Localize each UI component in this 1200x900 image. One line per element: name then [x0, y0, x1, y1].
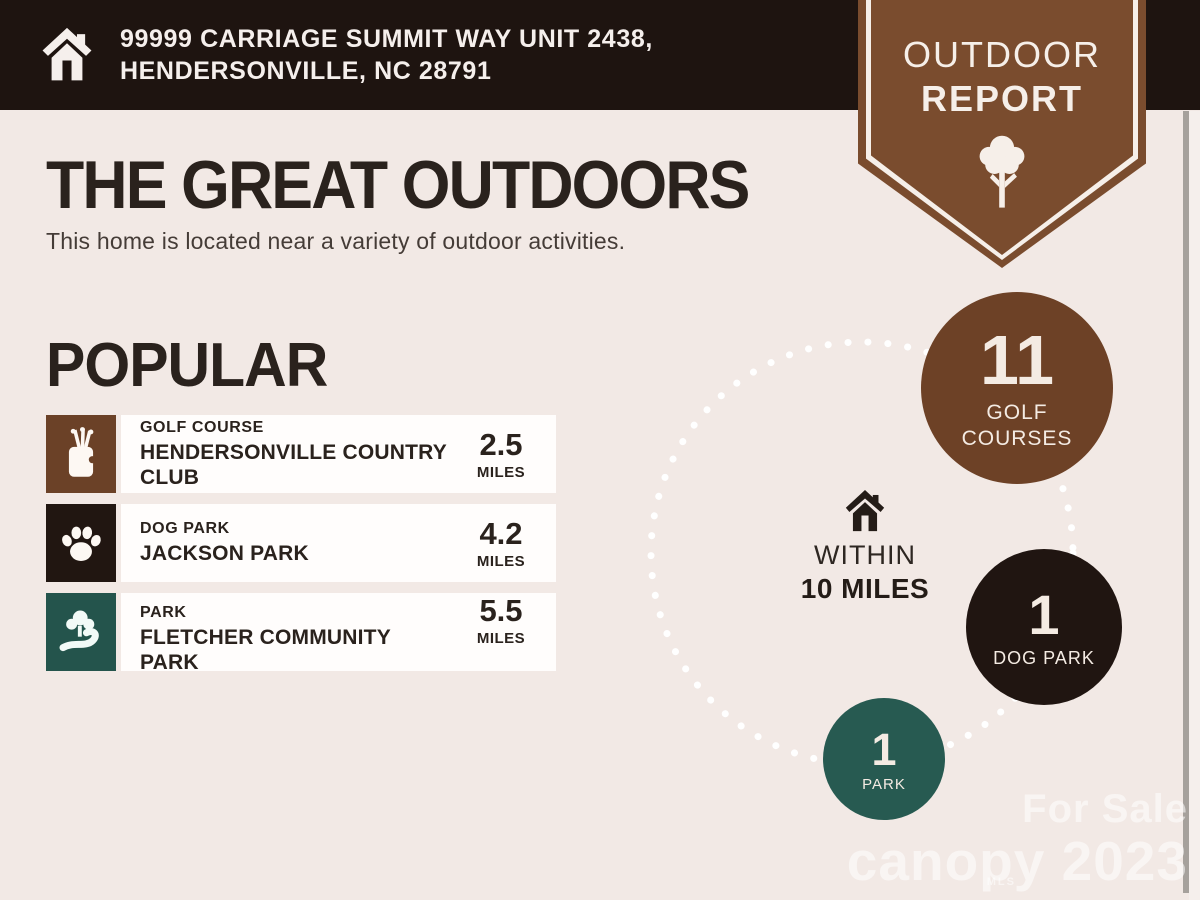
golf-count: 11	[980, 321, 1054, 399]
item-category: PARK	[140, 604, 187, 621]
tree-icon	[979, 135, 1025, 208]
distance-value: 5.5	[479, 593, 523, 628]
popular-heading: POPULAR	[46, 331, 328, 400]
park-icon	[46, 593, 116, 671]
page-edge-shadow	[1183, 111, 1189, 893]
distance-unit: MILES	[476, 630, 526, 647]
item-distance: 5.5 MILES	[458, 593, 556, 647]
list-item-golf-course: GOLF COURSE HENDERSONVILLE COUNTRY CLUB …	[46, 415, 556, 493]
distance-unit: MILES	[476, 464, 526, 481]
outdoor-report-ribbon: OUTDOOR REPORT	[858, 0, 1146, 268]
home-icon	[42, 27, 92, 81]
distance-unit: MILES	[476, 553, 526, 570]
card-dog-park: DOG PARK JACKSON PARK 4.2 MILES	[121, 504, 556, 582]
item-name: HENDERSONVILLE COUNTRY CLUB	[140, 440, 447, 489]
card-golf-course: GOLF COURSE HENDERSONVILLE COUNTRY CLUB …	[121, 415, 556, 493]
item-distance: 4.2 MILES	[458, 516, 556, 570]
within-label-line2: 10 MILES	[800, 573, 930, 604]
paw-icon	[46, 504, 116, 582]
item-distance: 2.5 MILES	[458, 427, 556, 481]
list-item-dog-park: DOG PARK JACKSON PARK 4.2 MILES	[46, 504, 556, 582]
address-line-2: HENDERSONVILLE, NC 28791	[120, 57, 492, 85]
page-edge-light	[1189, 111, 1200, 900]
item-name: JACKSON PARK	[140, 542, 309, 565]
watermark-canopy-2023: canopy 2023	[846, 830, 1188, 892]
item-name: FLETCHER COMMUNITY PARK	[140, 626, 391, 671]
address-line-1: 99999 CARRIAGE SUMMIT WAY UNIT 2438,	[120, 25, 653, 53]
stat-bubble-dog-park: 1 DOG PARK	[966, 549, 1122, 705]
park-count: 1	[871, 723, 897, 775]
distance-value: 2.5	[479, 427, 523, 462]
property-address: 99999 CARRIAGE SUMMIT WAY UNIT 2438, HEN…	[120, 23, 653, 87]
ribbon-title-line1: OUTDOOR	[903, 34, 1101, 75]
stat-bubble-golf-courses: 11 GOLF COURSES	[921, 292, 1113, 484]
within-label-line1: WITHIN	[814, 540, 916, 570]
home-icon	[845, 490, 885, 532]
stat-bubble-park: 1 PARK	[823, 698, 945, 820]
park-label: PARK	[862, 775, 906, 793]
golf-label-line1: GOLF	[986, 401, 1048, 424]
list-item-park: PARK FLETCHER COMMUNITY PARK 5.5 MILES	[46, 593, 556, 671]
card-park: PARK FLETCHER COMMUNITY PARK 5.5 MILES	[121, 593, 556, 671]
page-subtitle: This home is located near a variety of o…	[46, 228, 626, 254]
ribbon-title-line2: REPORT	[920, 78, 1083, 119]
within-radius-label: WITHIN 10 MILES	[775, 490, 955, 605]
golf-bag-icon	[46, 415, 116, 493]
dog-park-label: DOG PARK	[993, 647, 1095, 668]
item-category: GOLF COURSE	[140, 418, 264, 436]
watermark-mls: MLS	[986, 876, 1016, 888]
item-category: DOG PARK	[140, 520, 230, 537]
popular-list: GOLF COURSE HENDERSONVILLE COUNTRY CLUB …	[46, 415, 556, 682]
page-title: THE GREAT OUTDOORS	[46, 147, 750, 223]
distance-value: 4.2	[479, 516, 523, 551]
golf-label-line2: COURSES	[961, 427, 1073, 450]
dog-park-count: 1	[1028, 582, 1060, 646]
